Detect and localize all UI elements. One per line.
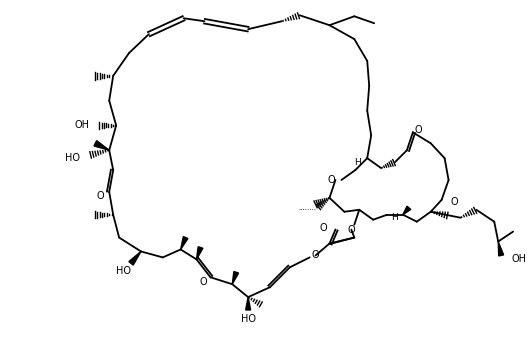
Text: O: O: [451, 197, 458, 207]
Text: HO: HO: [241, 314, 255, 324]
Text: H: H: [354, 158, 361, 167]
Text: O: O: [328, 175, 336, 185]
Text: O: O: [347, 225, 355, 235]
Polygon shape: [232, 271, 238, 284]
Text: O: O: [97, 191, 104, 201]
Text: O: O: [415, 125, 423, 135]
Polygon shape: [181, 236, 188, 249]
Polygon shape: [94, 141, 109, 150]
Text: H: H: [392, 213, 398, 222]
Polygon shape: [246, 297, 251, 310]
Polygon shape: [196, 247, 203, 260]
Text: OH: OH: [511, 255, 526, 264]
Text: HO: HO: [116, 266, 131, 276]
Text: O: O: [312, 251, 320, 260]
Text: O: O: [200, 277, 207, 287]
Polygon shape: [129, 252, 141, 265]
Text: O: O: [320, 223, 328, 232]
Text: OH: OH: [74, 121, 89, 130]
Text: ........: ........: [298, 205, 316, 211]
Polygon shape: [403, 206, 411, 215]
Text: HO: HO: [65, 153, 80, 163]
Polygon shape: [498, 242, 503, 256]
